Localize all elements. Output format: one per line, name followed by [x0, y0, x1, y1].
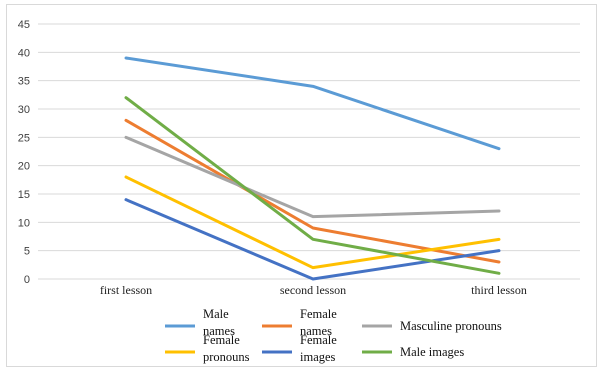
y-tick-label: 30	[18, 104, 30, 116]
series-line-masculine-pronouns	[124, 135, 501, 219]
y-tick-label: 5	[24, 246, 30, 258]
legend-label: names	[300, 324, 332, 338]
x-category-label: first lesson	[100, 283, 152, 297]
legend-label: Male images	[400, 345, 464, 359]
legend-item-male-names: Male names	[165, 307, 235, 338]
legend-label: Male	[203, 307, 229, 321]
series-line-male-images	[124, 96, 501, 275]
y-tick-label: 45	[18, 19, 30, 31]
series-line-female-images	[124, 198, 501, 281]
x-category-label: second lesson	[280, 283, 346, 297]
y-tick-label: 10	[18, 217, 30, 229]
legend-label: Female	[300, 333, 337, 347]
legend-label: pronouns	[203, 350, 250, 364]
y-tick-label: 35	[18, 76, 30, 88]
legend-item-masculine-pronouns: Masculine pronouns	[362, 319, 502, 333]
x-category-label: third lesson	[471, 283, 527, 297]
legend-label: Female	[300, 307, 337, 321]
series-line-male-names	[124, 56, 501, 151]
legend-label: images	[300, 350, 336, 364]
legend-item-female-pronouns: Female pronouns	[165, 333, 250, 364]
y-tick-label: 25	[18, 132, 30, 144]
y-tick-label: 15	[18, 189, 30, 201]
y-axis-ticks: 0 5 10 15 20 25 30 35 40 45	[18, 19, 30, 286]
legend-item-female-images: Female images	[262, 333, 337, 364]
series-line-female-pronouns	[124, 175, 501, 270]
series-line-female-names	[124, 118, 501, 264]
y-tick-label: 40	[18, 47, 30, 59]
y-tick-label: 0	[24, 274, 30, 286]
legend-item-male-images: Male images	[362, 345, 464, 359]
chart-frame	[6, 4, 597, 367]
legend-item-female-names: Female names	[262, 307, 337, 338]
x-axis-categories: first lesson second lesson third lesson	[100, 283, 527, 297]
legend-label: Female	[203, 333, 240, 347]
grid-lines	[38, 23, 580, 280]
legend-label: Masculine pronouns	[400, 319, 502, 333]
y-tick-label: 20	[18, 161, 30, 173]
series-lines	[124, 56, 501, 281]
legend-label: names	[203, 324, 235, 338]
